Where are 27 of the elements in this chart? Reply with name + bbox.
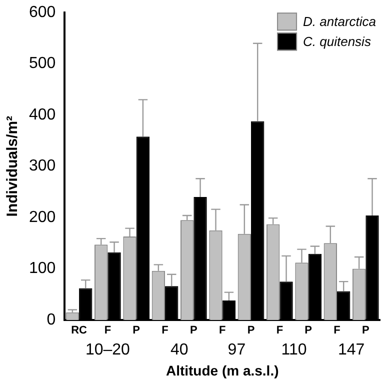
x-tick-label: P [190,324,198,337]
y-axis-title: Individuals/m² [4,116,22,217]
y-tick-label: 400 [28,106,56,124]
y-tick-label: 600 [28,4,56,22]
y-tick-label: 200 [28,208,56,226]
x-tick-label: F [162,324,169,337]
x-tick-label: F [218,324,226,337]
x-tick-label: F [276,324,284,337]
x-tick-label: P [247,324,255,337]
legend-label: C. quitensis [303,34,372,50]
y-tick-label: 100 [28,260,56,278]
x-tick-label: F [334,324,341,337]
x-tick-label: P [304,324,312,337]
text: 97 [228,341,246,358]
legend-label: D. antarctica [303,14,376,30]
x-tick-label: RC [71,324,88,337]
y-tick-label: 0 [46,311,56,328]
text: 147 [338,341,365,358]
text: 10–20 [85,341,130,358]
x-tick-label: P [362,324,370,337]
x-tick-label: P [132,324,140,337]
x-axis-title: Altitude (m a.s.l.) [166,362,279,378]
y-tick-label: 500 [28,55,56,72]
x-tick-label: F [104,324,112,337]
y-tick-label: 300 [28,158,56,175]
text: 40 [170,341,188,358]
text: 110 [281,341,307,358]
